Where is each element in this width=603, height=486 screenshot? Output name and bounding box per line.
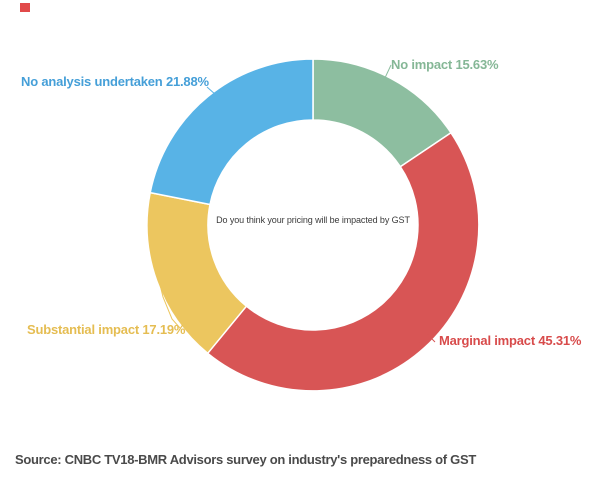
leader-line-substantial-impact [156,271,181,329]
leader-line-no-impact [383,64,392,81]
slice-label-no-impact: No impact 15.63% [391,57,499,72]
pie-slice-no-analysis-undertaken[interactable] [149,58,314,206]
slice-label-marginal-impact: Marginal impact 45.31% [439,333,582,348]
red-marker [20,3,30,12]
slice-label-substantial-impact: Substantial impact 17.19% [27,322,186,337]
source-attribution: Source: CNBC TV18-BMR Advisors survey on… [15,452,476,467]
slice-label-no-analysis-undertaken: No analysis undertaken 21.88% [21,74,209,89]
pie-slice-marginal-impact[interactable] [206,132,480,392]
leader-line-marginal-impact [417,333,436,346]
leader-line-no-analysis-undertaken [206,86,226,104]
chart-center-question: Do you think your pricing will be impact… [216,215,410,225]
